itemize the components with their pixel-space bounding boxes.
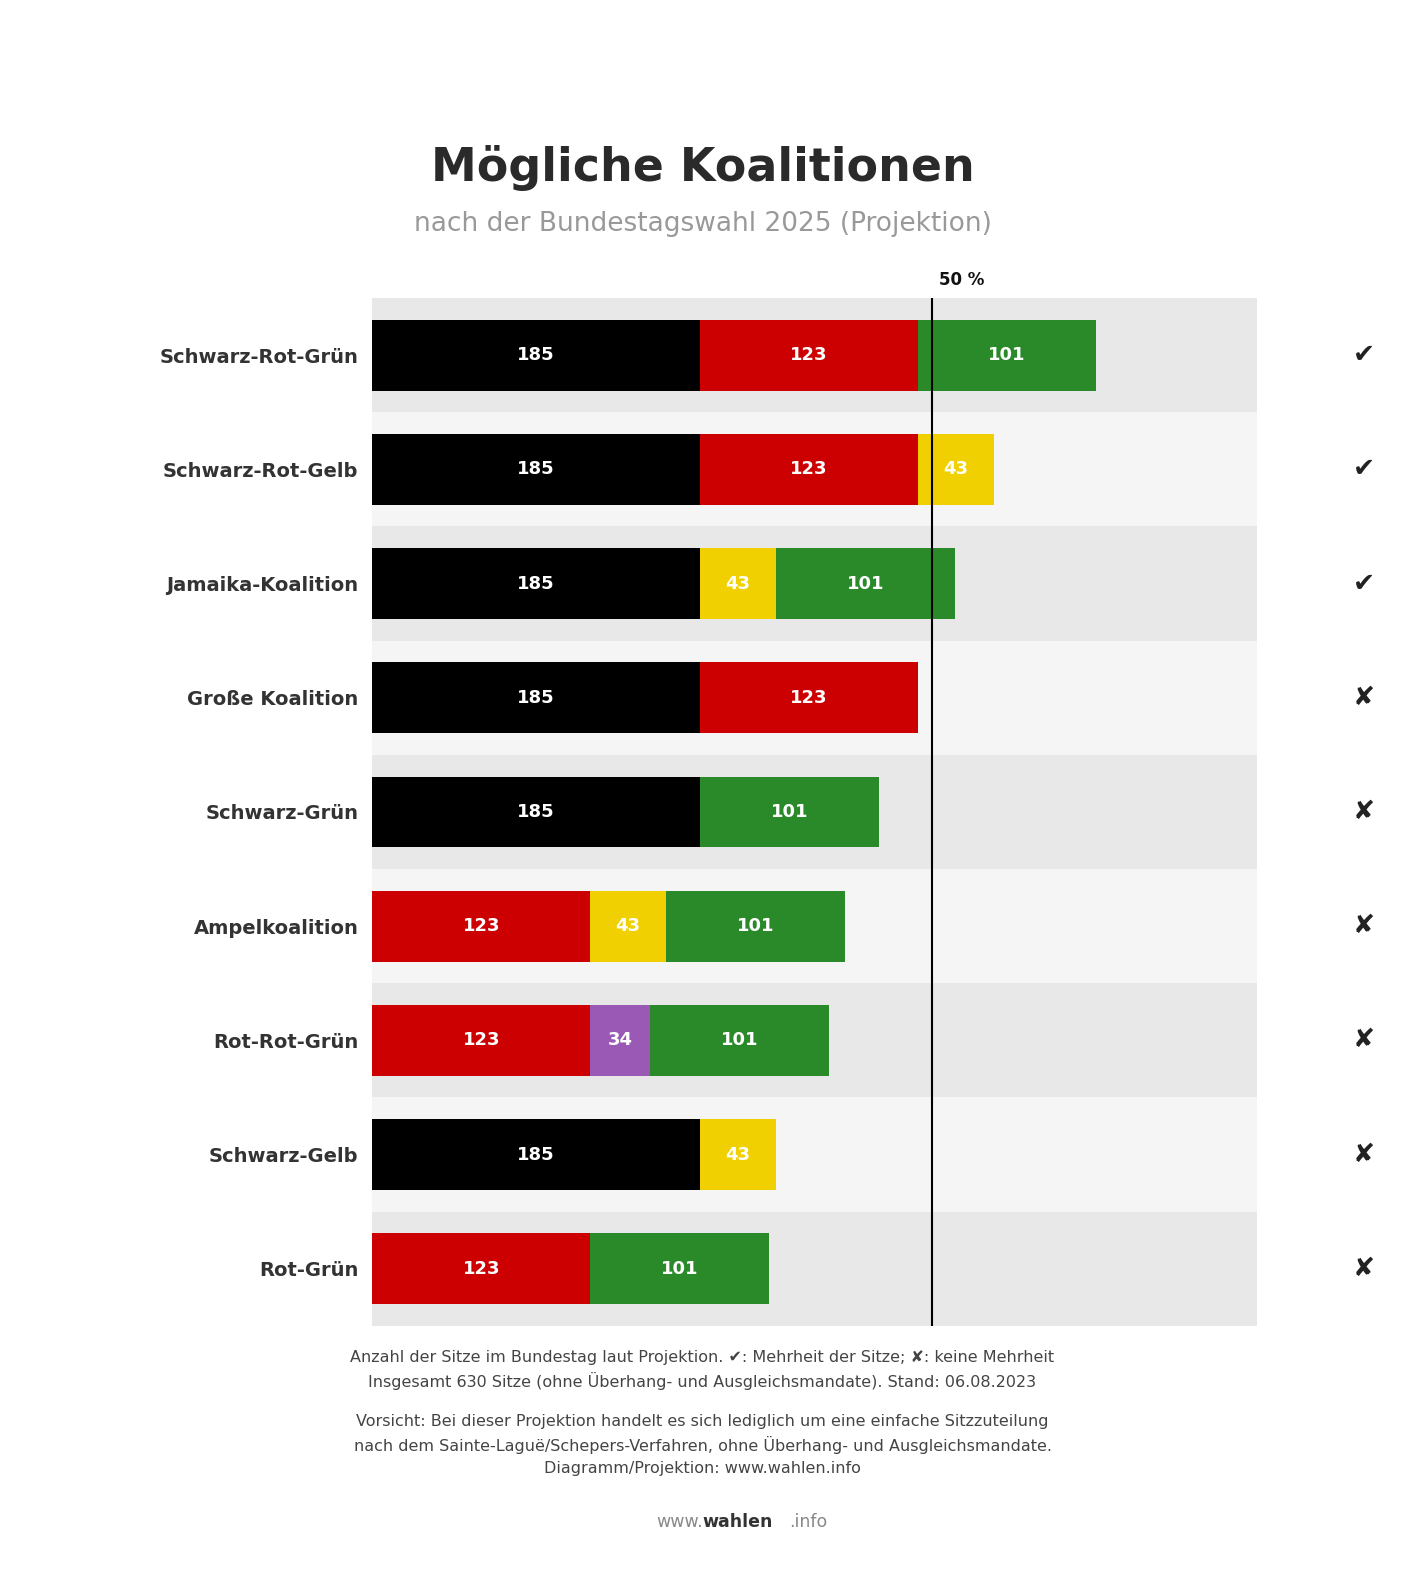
Text: 101: 101: [770, 803, 808, 821]
Text: 123: 123: [790, 689, 828, 706]
Bar: [700, 320, 917, 391]
Text: 185: 185: [517, 689, 555, 706]
Bar: [372, 891, 590, 962]
Text: 123: 123: [462, 918, 500, 935]
Text: ✘: ✘: [1353, 799, 1374, 825]
Bar: [372, 298, 1257, 413]
Bar: [372, 435, 700, 505]
Text: 43: 43: [725, 1145, 750, 1164]
Text: 123: 123: [462, 1031, 500, 1050]
Text: Vorsicht: Bei dieser Projektion handelt es sich lediglich um eine einfache Sitzz: Vorsicht: Bei dieser Projektion handelt …: [357, 1414, 1048, 1429]
Text: 43: 43: [615, 918, 641, 935]
Text: 101: 101: [721, 1031, 759, 1050]
Bar: [372, 777, 700, 847]
Bar: [700, 1119, 776, 1189]
Text: ✘: ✘: [1353, 1142, 1374, 1167]
Text: ✔: ✔: [1353, 342, 1374, 369]
Bar: [372, 1119, 700, 1189]
Text: 123: 123: [790, 460, 828, 479]
Text: 101: 101: [988, 347, 1026, 364]
Text: Insgesamt 630 Sitze (ohne Überhang- und Ausgleichsmandate). Stand: 06.08.2023: Insgesamt 630 Sitze (ohne Überhang- und …: [368, 1371, 1037, 1390]
Text: 185: 185: [517, 1145, 555, 1164]
Bar: [700, 662, 917, 733]
Bar: [372, 1004, 590, 1076]
Bar: [372, 413, 1257, 527]
Text: 101: 101: [736, 918, 774, 935]
Text: Anzahl der Sitze im Bundestag laut Projektion. ✔: Mehrheit der Sitze; ✘: keine M: Anzahl der Sitze im Bundestag laut Proje…: [350, 1349, 1055, 1365]
Bar: [917, 435, 993, 505]
Bar: [372, 869, 1257, 984]
Text: ✔: ✔: [1353, 571, 1374, 596]
Text: 185: 185: [517, 347, 555, 364]
Text: nach dem Sainte-Laguë/Schepers-Verfahren, ohne Überhang- und Ausgleichsmandate.: nach dem Sainte-Laguë/Schepers-Verfahren…: [354, 1436, 1051, 1454]
Bar: [776, 548, 955, 620]
Bar: [666, 891, 844, 962]
Bar: [651, 1004, 829, 1076]
Text: 185: 185: [517, 574, 555, 593]
Text: 50 %: 50 %: [939, 271, 984, 289]
Text: nach der Bundestagswahl 2025 (Projektion): nach der Bundestagswahl 2025 (Projektion…: [413, 212, 992, 237]
Text: 43: 43: [725, 574, 750, 593]
Bar: [372, 548, 700, 620]
Bar: [372, 527, 1257, 640]
Bar: [372, 320, 700, 391]
Bar: [700, 435, 917, 505]
Bar: [372, 984, 1257, 1097]
Bar: [700, 777, 878, 847]
Bar: [372, 662, 700, 733]
Bar: [372, 1211, 1257, 1326]
Text: 101: 101: [847, 574, 884, 593]
Text: 185: 185: [517, 803, 555, 821]
Text: .info: .info: [790, 1513, 828, 1531]
Text: ✘: ✘: [1353, 1255, 1374, 1282]
Text: Diagramm/Projektion: www.wahlen.info: Diagramm/Projektion: www.wahlen.info: [544, 1461, 861, 1476]
Text: www.: www.: [656, 1513, 702, 1531]
Text: 123: 123: [790, 347, 828, 364]
Text: 43: 43: [943, 460, 968, 479]
Text: 34: 34: [608, 1031, 632, 1050]
Text: 123: 123: [462, 1260, 500, 1277]
Bar: [372, 1097, 1257, 1211]
Text: ✘: ✘: [1353, 913, 1374, 940]
Bar: [917, 320, 1096, 391]
Text: 101: 101: [660, 1260, 698, 1277]
Bar: [590, 1004, 651, 1076]
Bar: [590, 1233, 769, 1304]
Text: ✘: ✘: [1353, 1028, 1374, 1053]
Bar: [590, 891, 666, 962]
Text: wahlen: wahlen: [702, 1513, 773, 1531]
Text: ✘: ✘: [1353, 684, 1374, 711]
Bar: [700, 548, 776, 620]
Text: 185: 185: [517, 460, 555, 479]
Text: ✔: ✔: [1353, 457, 1374, 482]
Text: Mögliche Koalitionen: Mögliche Koalitionen: [430, 144, 975, 191]
Bar: [372, 755, 1257, 869]
Bar: [372, 1233, 590, 1304]
Bar: [372, 640, 1257, 755]
